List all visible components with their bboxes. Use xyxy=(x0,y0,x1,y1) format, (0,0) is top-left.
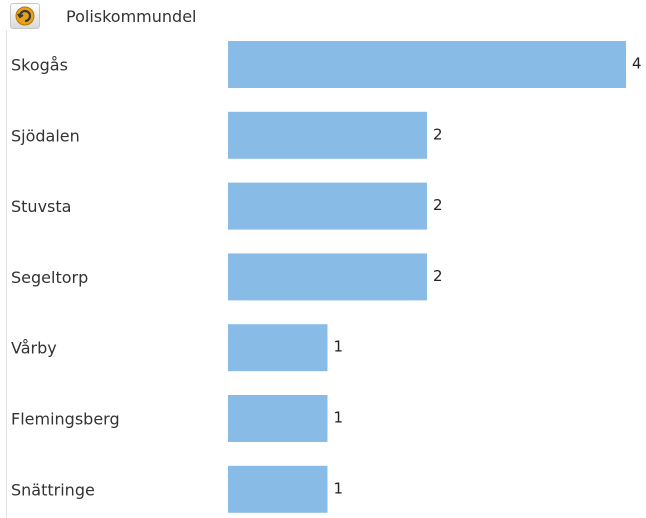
bar[interactable] xyxy=(228,41,626,88)
value-label: 2 xyxy=(433,267,443,285)
value-label: 1 xyxy=(334,409,344,427)
chart-header: Poliskommundel xyxy=(10,2,196,30)
category-label: Snättringe xyxy=(11,480,95,499)
category-label: Skogås xyxy=(11,56,68,75)
bar[interactable] xyxy=(228,324,328,372)
chart-title: Poliskommundel xyxy=(66,6,197,26)
bar[interactable] xyxy=(228,395,328,442)
value-label: 2 xyxy=(433,125,443,143)
left-divider xyxy=(6,30,7,518)
category-label: Vårby xyxy=(11,339,57,358)
value-label: 2 xyxy=(433,196,443,214)
value-label: 4 xyxy=(632,55,642,73)
rotate-arrow-icon-glyph xyxy=(15,6,35,26)
category-label: Sjödalen xyxy=(11,126,80,145)
bar[interactable] xyxy=(228,111,427,159)
value-label: 1 xyxy=(334,338,344,356)
category-label: Stuvsta xyxy=(11,197,71,216)
bar[interactable] xyxy=(228,253,427,301)
bar[interactable] xyxy=(228,465,328,513)
category-label: Flemingsberg xyxy=(11,410,120,429)
rotate-arrow-icon[interactable] xyxy=(10,3,40,29)
bar[interactable] xyxy=(228,182,427,230)
value-label: 1 xyxy=(334,479,344,497)
category-label: Segeltorp xyxy=(11,268,88,287)
